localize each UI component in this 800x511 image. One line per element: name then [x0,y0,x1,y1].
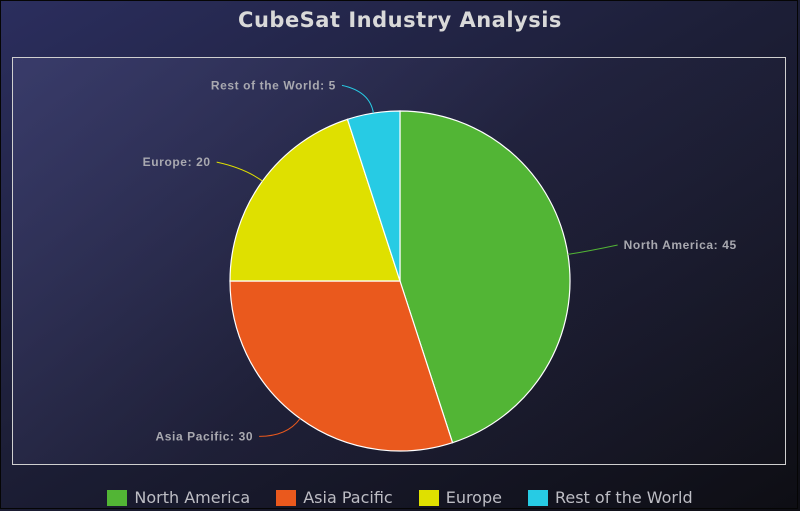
legend-item-europe[interactable]: Europe [418,488,502,507]
legend-swatch [276,489,297,506]
slice-label-asia-pacific: Asia Pacific: 30 [155,429,253,443]
leader-line-europe [216,161,263,182]
chart-title: CubeSat Industry Analysis [238,8,562,32]
slice-label-europe: Europe: 20 [143,155,211,169]
legend-item-asia-pacific[interactable]: Asia Pacific [276,488,393,507]
legend-item-north-america[interactable]: North America [107,488,250,507]
legend-label: North America [134,488,251,507]
leader-lines [216,84,618,437]
slice-label-north-america: North America: 45 [624,238,737,252]
slice-labels: North America: 45 Asia Pacific: 30 Europe:… [143,78,737,443]
leader-line-rest-of-the-world [341,84,374,114]
pie-slice-north-america[interactable] [399,110,571,444]
leader-line-asia-pacific [259,418,301,437]
legend-swatch [107,489,128,506]
legend-swatch [418,489,439,506]
pie-slice-rest-of-the-world[interactable] [346,110,401,282]
legend-label: Europe [445,488,502,507]
pie-slices [229,110,571,452]
legend-label: Rest of the World [554,488,693,507]
legend-swatch [527,489,548,506]
legend-item-rest-of-the-world[interactable]: Rest of the World [527,488,693,507]
leader-line-north-america [567,244,618,255]
slice-label-rest-of-the-world: Rest of the World: 5 [211,78,336,92]
legend-label: Asia Pacific [303,488,393,507]
legend: North America Asia Pacific Europe Rest o… [0,488,800,507]
